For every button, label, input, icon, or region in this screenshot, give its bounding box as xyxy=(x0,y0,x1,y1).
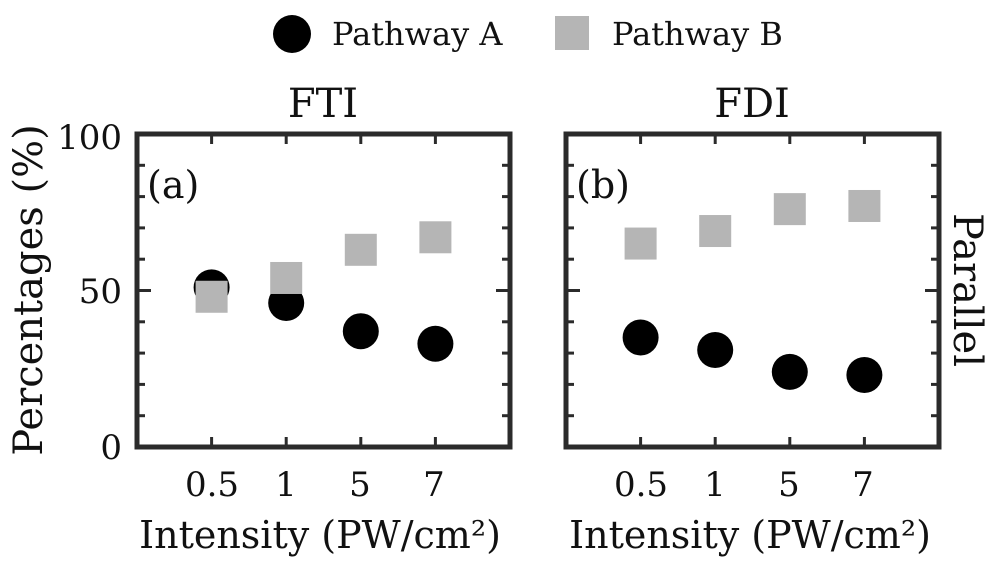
point-pathway-b xyxy=(270,261,303,294)
tick-marks xyxy=(137,134,510,447)
point-pathway-a xyxy=(342,313,379,350)
point-pathway-a xyxy=(771,353,808,390)
x-tick-label: 1 xyxy=(275,465,297,505)
legend-label-pathway-a: Pathway A xyxy=(332,15,503,53)
point-pathway-a xyxy=(417,325,454,362)
point-pathway-a xyxy=(622,319,659,356)
point-pathway-a xyxy=(846,357,883,394)
point-pathway-a xyxy=(268,285,305,322)
point-pathway-b xyxy=(773,193,806,226)
series-pathway-b xyxy=(624,189,881,260)
x-tick-labels: 0.5 1 5 7 xyxy=(614,465,874,505)
x-tick-label: 0.5 xyxy=(614,465,668,505)
point-pathway-a xyxy=(697,331,734,368)
panel-fdi: FDI (b) 0.5 1 5 7 Intensity (PW/cm²) xyxy=(563,81,942,557)
x-axis-label: Intensity (PW/cm²) xyxy=(139,513,501,557)
panel-label: (b) xyxy=(576,163,630,207)
point-pathway-b xyxy=(419,221,452,254)
legend: Pathway A Pathway B xyxy=(273,15,783,53)
series-pathway-a xyxy=(622,319,883,394)
panel-title: FDI xyxy=(714,81,790,127)
y-tick-label: 50 xyxy=(79,272,122,312)
x-tick-label: 7 xyxy=(423,465,445,505)
legend-marker-pathway-a xyxy=(273,15,311,53)
point-pathway-b xyxy=(195,280,228,313)
x-tick-label: 5 xyxy=(349,465,371,505)
x-tick-label: 0.5 xyxy=(185,465,239,505)
panel-fti: FTI (a) 100 50 0 0.5 1 5 7 Intensity (PW… xyxy=(57,81,513,557)
point-pathway-b xyxy=(848,189,881,222)
point-pathway-b xyxy=(699,215,732,248)
y-tick-label: 100 xyxy=(57,118,122,158)
point-pathway-b xyxy=(624,227,657,260)
series-pathway-b xyxy=(195,221,452,313)
panel-label: (a) xyxy=(147,163,199,207)
y-tick-label: 0 xyxy=(100,428,122,468)
y-axis-label: Percentages (%) xyxy=(6,124,52,455)
x-tick-label: 5 xyxy=(778,465,800,505)
x-tick-labels: 0.5 1 5 7 xyxy=(185,465,445,505)
row-label: Parallel xyxy=(944,213,990,367)
series-pathway-a xyxy=(193,269,454,362)
tick-marks xyxy=(566,134,939,447)
x-axis-label: Intensity (PW/cm²) xyxy=(569,513,931,557)
legend-label-pathway-b: Pathway B xyxy=(612,15,783,53)
point-pathway-b xyxy=(344,233,377,266)
y-tick-labels: 100 50 0 xyxy=(57,118,122,468)
x-tick-label: 7 xyxy=(852,465,874,505)
panel-title: FTI xyxy=(288,81,358,127)
x-tick-label: 1 xyxy=(704,465,726,505)
legend-marker-pathway-b xyxy=(555,16,589,50)
